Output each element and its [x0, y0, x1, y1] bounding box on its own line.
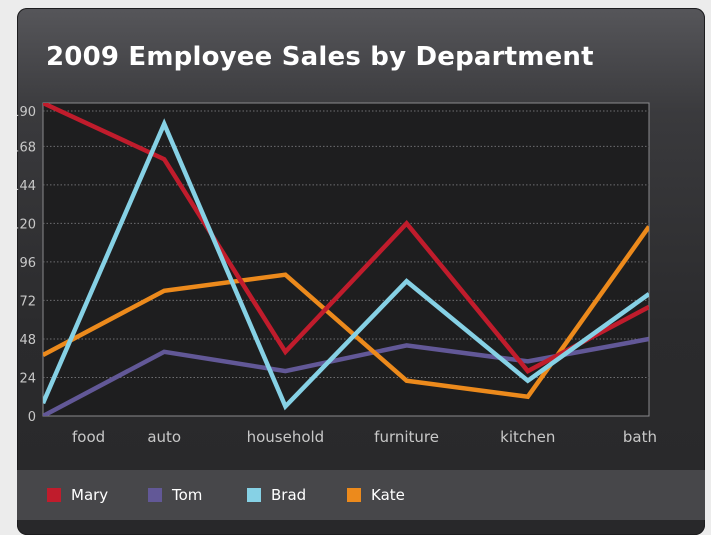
y-tick-label: 168	[17, 140, 36, 155]
series-line-mary	[43, 103, 649, 374]
legend-label: Brad	[271, 486, 307, 504]
y-tick-label: 96	[19, 256, 36, 271]
series-line-tom	[43, 336, 649, 416]
legend-label: Kate	[371, 486, 405, 504]
legend-item-kate: Kate	[347, 485, 405, 505]
y-tick-label: 72	[19, 294, 36, 309]
legend-item-mary: Mary	[47, 485, 108, 505]
line-chart: 0 24 48 72 96 120 144 168 190 food auto household fu…	[17, 102, 657, 446]
legend-label: Tom	[172, 486, 203, 504]
chart-title: 2009 Employee Sales by Department	[46, 42, 594, 72]
legend-swatch	[347, 488, 361, 502]
x-tick-label: bath	[623, 428, 657, 446]
y-tick-label: 190	[17, 105, 36, 120]
legend-item-brad: Brad	[247, 485, 306, 505]
legend-label: Mary	[71, 486, 109, 504]
y-tick-label: 144	[17, 179, 36, 194]
legend-item-tom: Tom	[148, 485, 202, 505]
x-tick-label: furniture	[374, 428, 439, 446]
y-tick-label: 0	[28, 410, 36, 425]
x-tick-label: household	[247, 428, 325, 446]
legend-swatch	[148, 488, 162, 502]
x-tick-label: food	[72, 428, 105, 446]
y-tick-label: 24	[19, 371, 36, 386]
legend-swatch	[47, 488, 61, 502]
legend-swatch	[247, 488, 261, 502]
x-tick-label: auto	[147, 428, 181, 446]
x-tick-label: kitchen	[500, 428, 555, 446]
legend: Mary Tom Brad Kate	[17, 470, 705, 520]
chart-panel: 2009 Employee Sales by Department 0 24 48 7…	[17, 8, 705, 535]
y-tick-label: 120	[17, 217, 36, 232]
series-line-brad	[43, 118, 649, 411]
y-tick-label: 48	[19, 333, 36, 348]
